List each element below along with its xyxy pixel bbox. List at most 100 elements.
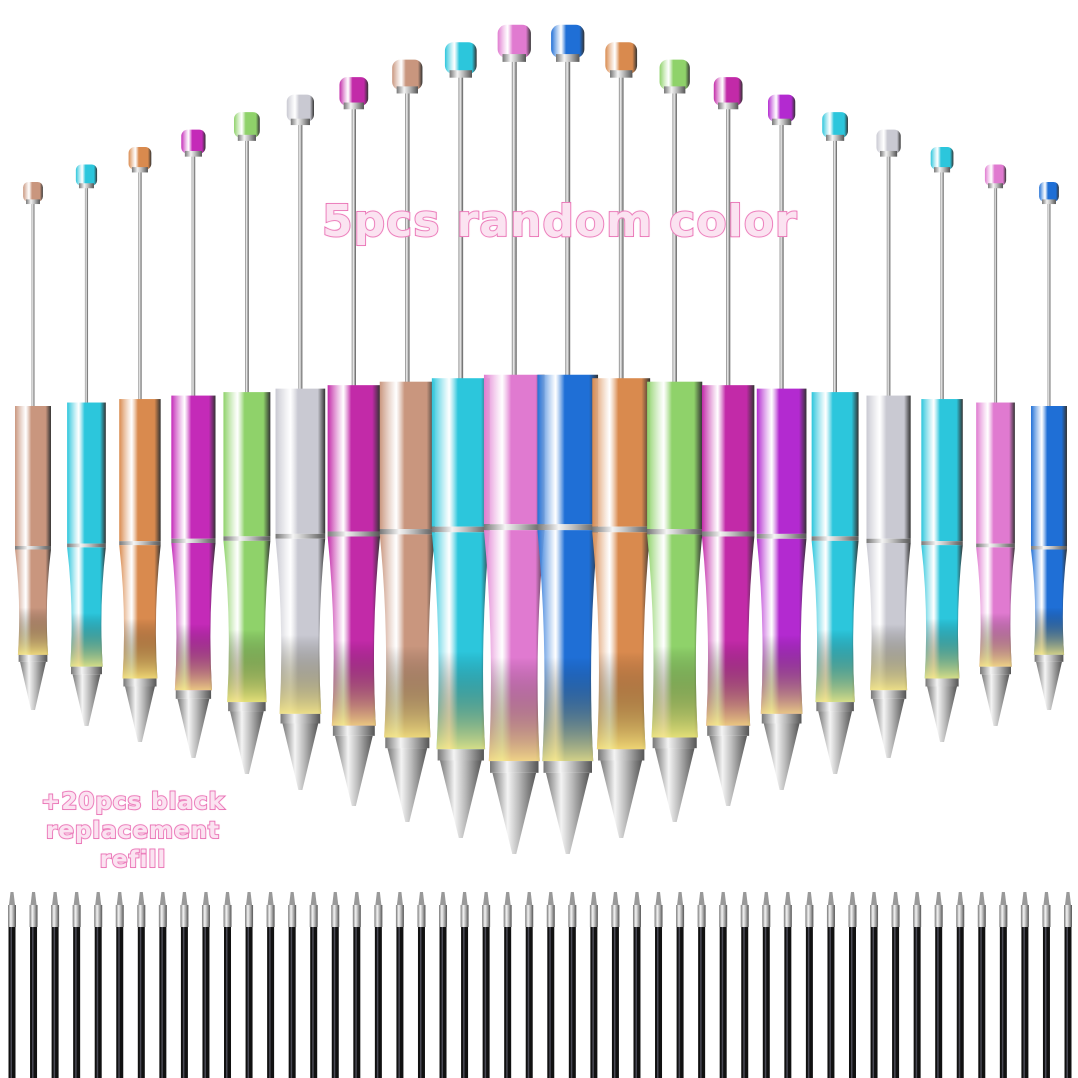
pen-gradient-overlay	[921, 545, 963, 679]
refill-tip	[526, 892, 533, 905]
refill-highlight	[1066, 927, 1068, 1078]
refill	[589, 892, 598, 1078]
pen-tip-collar	[761, 713, 802, 724]
refill-highlight	[139, 927, 142, 1078]
beadable-pen	[592, 42, 651, 838]
refill	[525, 892, 534, 1078]
refill-highlight	[441, 927, 444, 1078]
pen-shaft	[511, 54, 517, 405]
refill-nib	[417, 905, 426, 927]
refill-tip	[590, 892, 597, 905]
beadable-pen	[647, 59, 703, 822]
pen-barrel-upper	[171, 395, 216, 539]
refill-highlight	[980, 927, 982, 1078]
pen-tip	[230, 711, 264, 774]
bead-cap	[551, 24, 585, 58]
pen-ring	[701, 531, 755, 537]
pen-gradient-overlay	[483, 530, 545, 762]
refill-tip	[116, 892, 123, 905]
bead-cap	[605, 42, 638, 74]
refill-nib	[288, 905, 297, 927]
pen-ring	[119, 541, 161, 546]
refill-tip	[138, 892, 145, 905]
refill-nib	[934, 905, 943, 927]
beadable-pen	[921, 147, 963, 742]
pen-tip	[600, 760, 643, 838]
pen-tip-collar	[123, 678, 157, 687]
pen-tip	[872, 698, 905, 758]
refill-highlight	[894, 927, 896, 1078]
pen-gradient-overlay	[223, 540, 271, 703]
refill	[223, 892, 232, 1078]
pen-shaft	[405, 86, 410, 409]
refill-nib	[482, 905, 491, 927]
refill-tip	[655, 892, 662, 905]
refill-tip	[720, 892, 727, 905]
refill-nib	[719, 905, 728, 927]
refill-tip	[332, 892, 339, 905]
beadable-pen	[866, 129, 911, 758]
pen-barrel-upper	[379, 381, 435, 530]
bead-cap	[75, 164, 98, 186]
refill-nib	[654, 905, 663, 927]
refill	[783, 892, 792, 1078]
refill-highlight	[915, 927, 918, 1078]
pen-gradient-overlay	[592, 532, 651, 750]
pen-barrel-upper	[976, 402, 1015, 544]
beadable-pen	[15, 182, 51, 710]
refill-tip	[677, 892, 684, 905]
pen-gradient-overlay	[379, 534, 435, 738]
refill-highlight	[1001, 927, 1004, 1078]
refill-highlight	[635, 927, 637, 1078]
refill-highlight	[829, 927, 831, 1078]
refill	[913, 892, 922, 1078]
refill-tip	[181, 892, 188, 905]
bead-base	[26, 199, 40, 205]
pen-gradient-overlay	[431, 532, 490, 750]
refill-tip	[73, 892, 80, 905]
refill-tip	[1000, 892, 1007, 905]
pen-ring	[647, 529, 703, 535]
pen-ring	[1031, 546, 1067, 550]
refill-tip	[9, 892, 15, 905]
refill-nib	[740, 905, 749, 927]
bead-base	[237, 134, 256, 141]
pen-tip	[927, 686, 957, 742]
refill	[891, 892, 900, 1078]
beadable-pen	[67, 164, 106, 726]
refill	[395, 892, 404, 1078]
refill-tip	[95, 892, 102, 905]
refill	[805, 892, 814, 1078]
refill	[137, 892, 146, 1078]
headline-text: 5pcs random color	[321, 195, 798, 248]
refill-highlight	[764, 927, 767, 1078]
pen-tip	[981, 674, 1010, 726]
refill-highlight	[506, 927, 508, 1078]
pen-tip-collar	[280, 713, 321, 724]
refill-highlight	[419, 927, 422, 1078]
refill-highlight	[247, 927, 250, 1078]
refill-nib	[137, 905, 146, 927]
refill-tip	[612, 892, 619, 905]
pen-ring	[379, 529, 435, 535]
refill-tip	[30, 892, 37, 905]
refill-tip	[547, 892, 554, 905]
refill-nib	[223, 905, 232, 927]
bead-cap	[234, 112, 260, 138]
pen-barrel-upper	[67, 402, 106, 544]
refill-highlight	[958, 927, 961, 1078]
refill-nib	[8, 905, 16, 927]
bead-cap	[497, 24, 531, 58]
refill-highlight	[657, 927, 659, 1078]
refill-tip	[806, 892, 813, 905]
refill-highlight	[786, 927, 788, 1078]
refill-tip	[978, 892, 985, 905]
pen-barrel-upper	[647, 381, 703, 530]
pen-tip-collar	[228, 702, 266, 712]
refill	[1042, 892, 1051, 1078]
refill-nib	[309, 905, 318, 927]
refill-nib	[460, 905, 469, 927]
refill-tip	[504, 892, 511, 905]
refill-nib	[870, 905, 879, 927]
